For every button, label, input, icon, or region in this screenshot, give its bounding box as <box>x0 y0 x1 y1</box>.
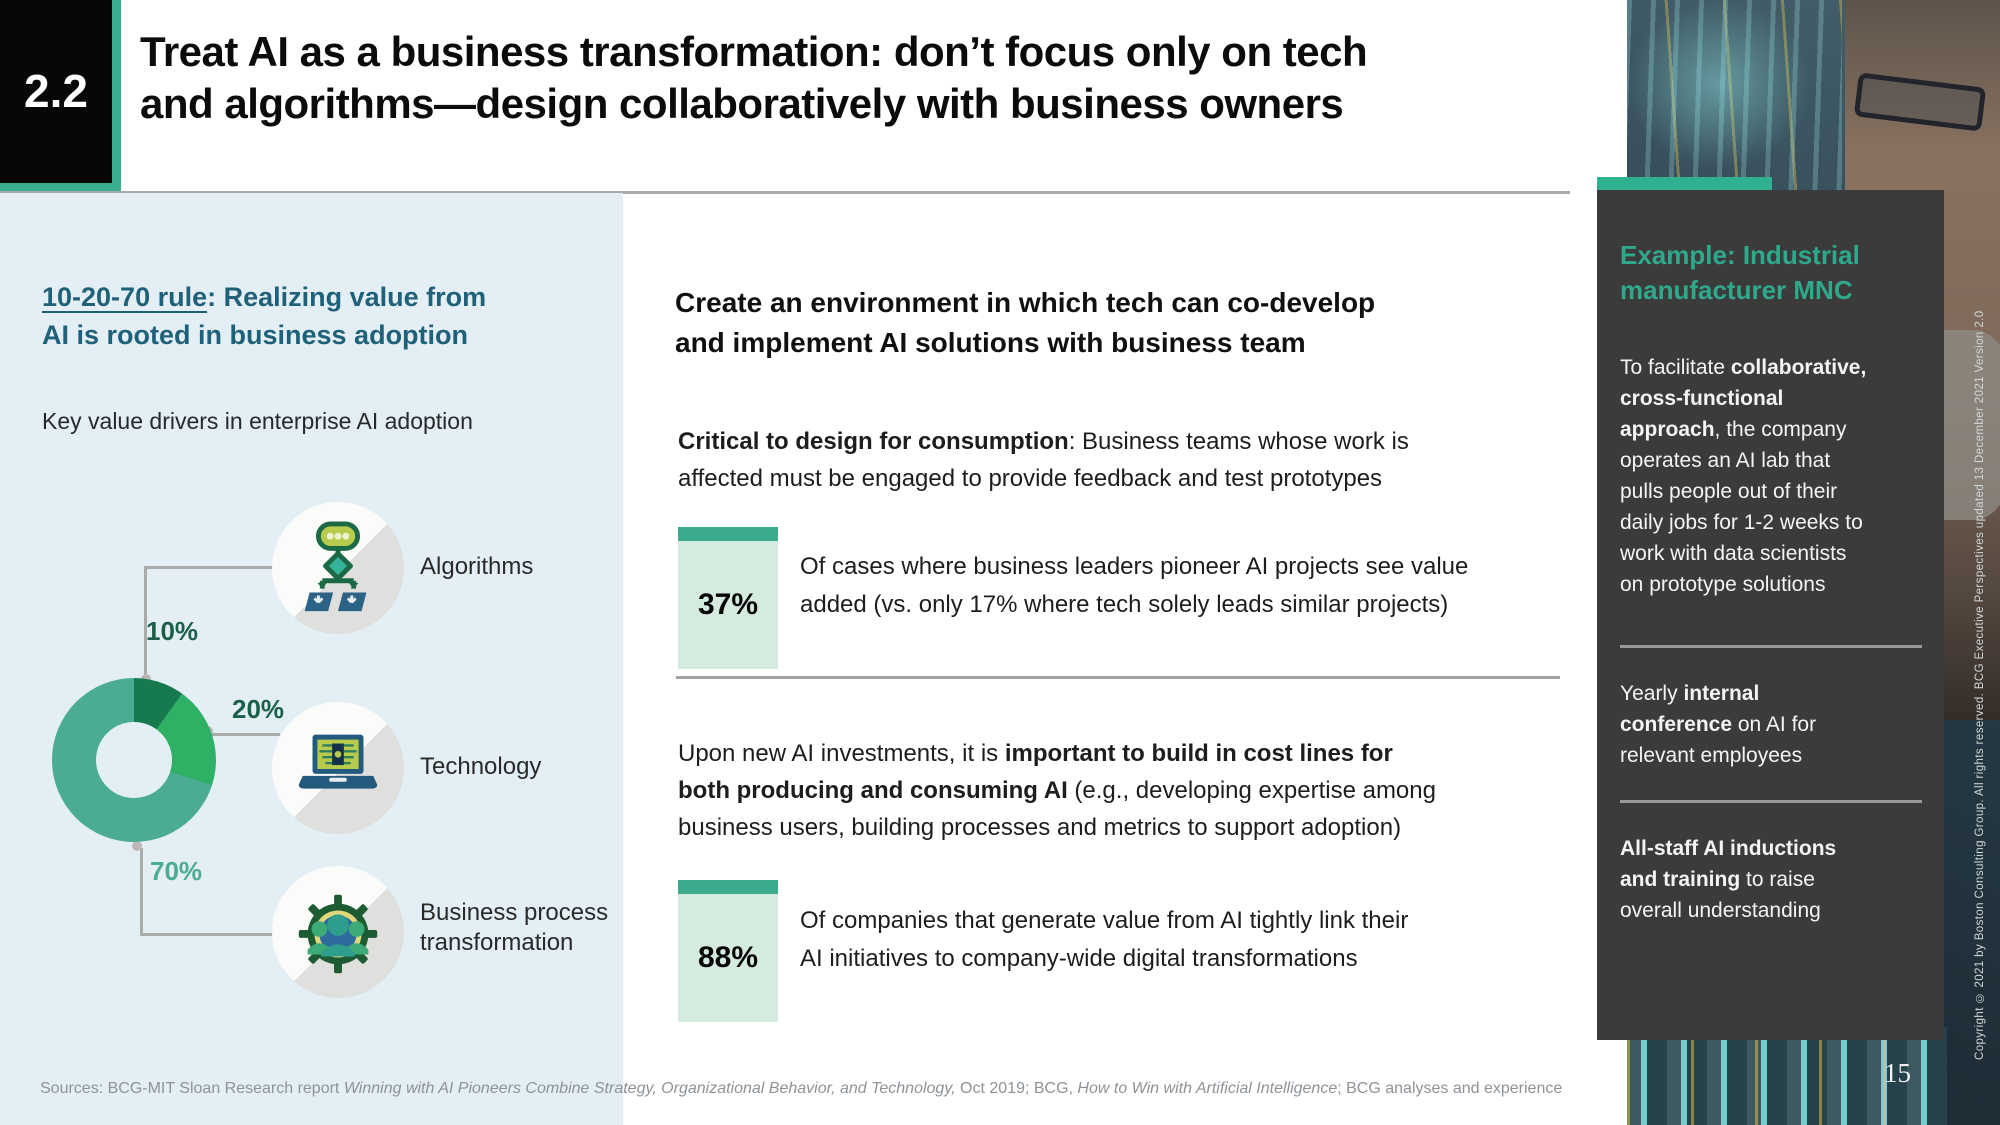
sources-part-1: Sources: BCG-MIT Sloan Research report <box>40 1080 344 1097</box>
example-item-conference: Yearly internal conference on AI for rel… <box>1620 678 1926 771</box>
business-process-icon <box>272 866 404 998</box>
example-item-2-bold: internal conference <box>1620 682 1760 736</box>
stat-text-88: Of companies that generate value from AI… <box>800 907 1409 972</box>
example-divider-1 <box>1620 645 1922 648</box>
donut-label-10: 10% <box>146 616 199 646</box>
donut-hole <box>96 722 172 798</box>
rule-link[interactable]: 10-20-70 rule <box>42 282 208 312</box>
stat-value-88: 88% <box>697 941 759 974</box>
example-item-3-post: to raise overall understanding <box>1620 868 1821 922</box>
page-number: 15 <box>1884 1058 1911 1088</box>
example-panel <box>1597 190 1944 1040</box>
example-item-3-bold: All-staff AI inductions and training <box>1620 837 1837 891</box>
consumption-rest: : Business teams whose work is affected … <box>678 428 1409 492</box>
connector-10 <box>144 566 147 678</box>
cables-strip-image <box>1627 1027 1947 1125</box>
donut-label-70: 70% <box>150 856 203 886</box>
algorithms-icon <box>272 502 404 634</box>
stat-value-37: 37% <box>697 588 759 621</box>
example-item-1-pre: To facilitate <box>1620 356 1731 379</box>
header-divider <box>0 191 1570 194</box>
sources-part-3: Oct 2019; BCG, <box>955 1080 1078 1097</box>
technology-icon <box>272 702 404 834</box>
middle-heading: Create an environment in which tech can … <box>675 287 1376 358</box>
stat-text-37: Of cases where business leaders pioneer … <box>800 553 1469 618</box>
example-item-2-post: on AI for relevant employees <box>1620 713 1817 767</box>
slide-title: Treat AI as a business transformation: d… <box>140 28 1368 127</box>
consumption-bold: Critical to design for consumption <box>678 428 1069 455</box>
investments-post: (e.g., developing expertise among busine… <box>678 777 1436 841</box>
investments-paragraph: Upon new AI investments, it is important… <box>678 735 1578 846</box>
sources-line: Sources: BCG-MIT Sloan Research report W… <box>40 1080 1600 1098</box>
example-item-1-bold: collaborative, cross-functional approach <box>1620 356 1867 441</box>
investments-pre: Upon new AI investments, it is <box>678 740 1005 767</box>
example-item-2-pre: Yearly <box>1620 682 1684 705</box>
example-item-1-post: , the company operates an AI lab that pu… <box>1620 418 1863 596</box>
copyright-text: Copyright © 2021 by Boston Consulting Gr… <box>1974 310 1986 1060</box>
section-number-badge: 2.2 <box>0 0 121 193</box>
connector-dot-70 <box>132 841 142 851</box>
middle-divider <box>676 676 1560 679</box>
investments-bold: important to build in cost lines for bot… <box>678 740 1393 804</box>
example-accent-bar <box>1597 177 1772 190</box>
rule-heading: 10-20-70 rule: Realizing value from AI i… <box>42 278 522 354</box>
example-divider-2 <box>1620 800 1922 803</box>
sources-part-2: Winning with AI Pioneers Combine Strateg… <box>343 1080 956 1097</box>
example-item-inductions: All-staff AI inductions and training to … <box>1620 833 1926 926</box>
connector-10-h <box>144 566 276 569</box>
stat-box-88: 88% <box>678 880 778 1022</box>
driver-label-algorithms: Algorithms <box>420 553 534 580</box>
example-item-ai-lab: To facilitate collaborative, cross-funct… <box>1620 352 1926 600</box>
driver-label-technology: Technology <box>420 753 542 780</box>
sources-part-4: How to Win with Artificial Intelligence <box>1077 1080 1338 1097</box>
consumption-paragraph: Critical to design for consumption: Busi… <box>678 423 1578 497</box>
sources-part-5: ; BCG analyses and experience <box>1337 1080 1563 1097</box>
rule-heading-rest: : Realizing value from AI is rooted in b… <box>42 282 487 350</box>
connector-70 <box>140 848 143 936</box>
connector-20 <box>210 733 280 736</box>
chart-caption: Key value drivers in enterprise AI adopt… <box>42 408 473 434</box>
stat-box-37: 37% <box>678 527 778 669</box>
connector-70-h <box>140 933 274 936</box>
driver-label-business-process: Business process transformation <box>420 899 609 956</box>
example-heading: Example: Industrial manufacturer MNC <box>1620 240 1860 305</box>
